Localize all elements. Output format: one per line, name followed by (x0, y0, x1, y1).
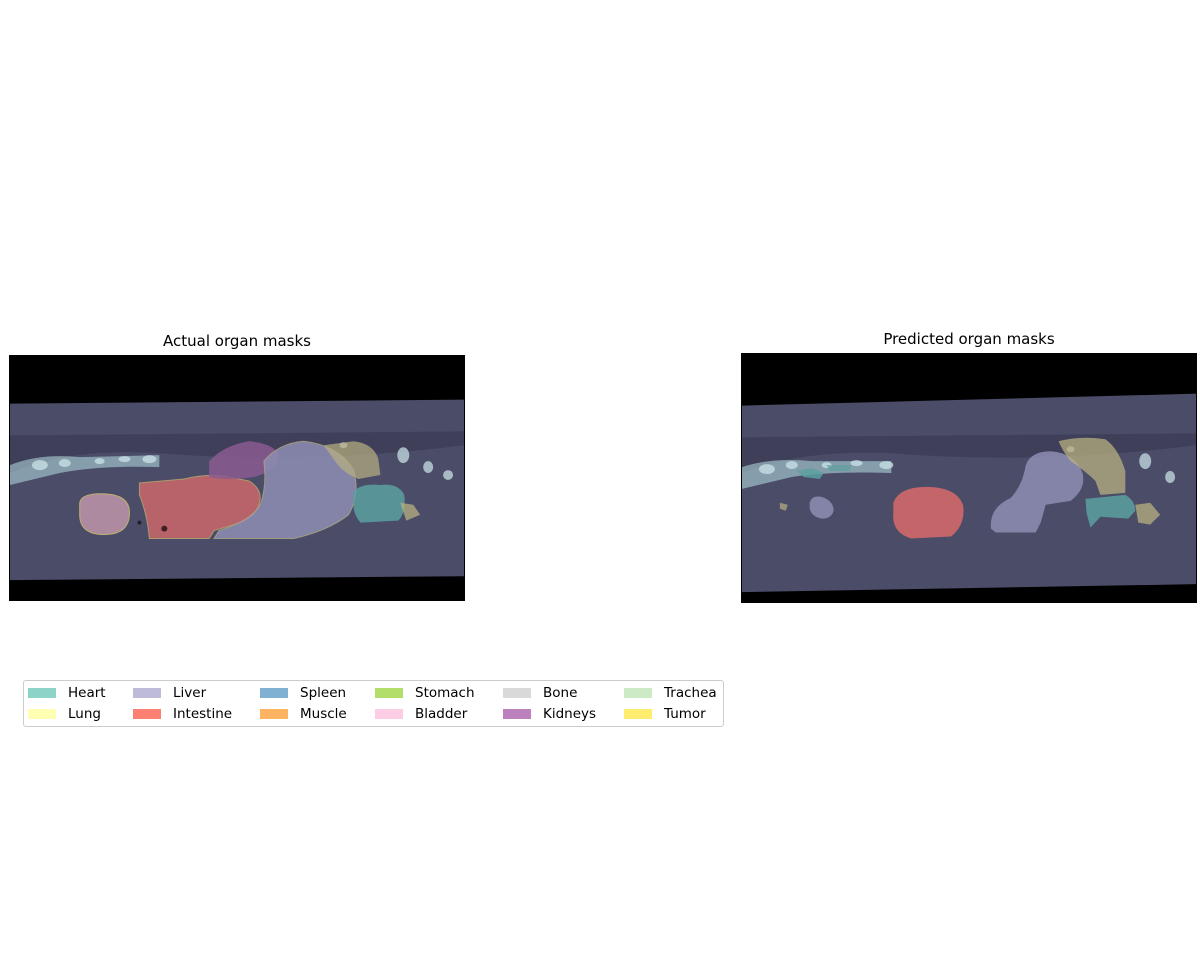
actual-bladder-mask (79, 493, 130, 536)
legend-item-heart: Heart (28, 684, 106, 702)
legend-item-lung: Lung (28, 705, 101, 723)
legend-item-trachea: Trachea (624, 684, 717, 702)
actual-lung-mask (323, 441, 381, 479)
spleen-swatch (260, 688, 288, 698)
legend-item-muscle: Muscle (260, 705, 347, 723)
legend-label: Bone (543, 685, 578, 701)
legend-label: Bladder (415, 706, 468, 722)
liver-swatch (133, 688, 161, 698)
legend-label: Heart (68, 685, 106, 701)
legend-item-intestine: Intestine (133, 705, 232, 723)
predicted-scan-svg (742, 354, 1196, 602)
lung-swatch (28, 709, 56, 719)
legend-label: Lung (68, 706, 101, 722)
actual-kidneys-mask (209, 441, 279, 479)
legend-item-spleen: Spleen (260, 684, 346, 702)
actual-heart-mask (353, 484, 405, 523)
legend-label: Trachea (664, 685, 717, 701)
legend-item-bone: Bone (503, 684, 577, 702)
legend-label: Muscle (300, 706, 347, 722)
legend-label: Spleen (300, 685, 347, 701)
bone-swatch (503, 688, 531, 698)
legend-item-kidneys: Kidneys (503, 705, 596, 723)
tumor-swatch (624, 709, 652, 719)
legend-item-stomach: Stomach (375, 684, 475, 702)
legend-label: Tumor (664, 706, 706, 722)
legend-label: Stomach (415, 685, 475, 701)
predicted-lung-mask (1058, 437, 1126, 495)
predicted-panel-title: Predicted organ masks (883, 330, 1055, 348)
stomach-swatch (375, 688, 403, 698)
heart-swatch (28, 688, 56, 698)
muscle-swatch (260, 709, 288, 719)
actual-scan-svg (10, 356, 464, 600)
legend-item-tumor: Tumor (624, 705, 706, 723)
actual-liver-mask (213, 440, 357, 539)
legend-label: Liver (173, 685, 207, 701)
kidneys-swatch (503, 709, 531, 719)
organ-legend: Heart Lung Liver Intestine Spleen Muscle… (23, 680, 724, 727)
bladder-swatch (375, 709, 403, 719)
trachea-swatch (624, 688, 652, 698)
body-cross-section (742, 393, 1196, 593)
legend-label: Intestine (173, 706, 233, 722)
actual-panel-title: Actual organ masks (163, 332, 311, 350)
legend-item-bladder: Bladder (375, 705, 467, 723)
legend-label: Kidneys (543, 706, 597, 722)
actual-mask-image (9, 355, 465, 601)
predicted-mask-image (741, 353, 1197, 603)
legend-item-liver: Liver (133, 684, 206, 702)
predicted-liver-mask (990, 451, 1084, 533)
intestine-swatch (133, 709, 161, 719)
predicted-liver-small-mask (809, 496, 834, 519)
predicted-intestine-mask (893, 486, 964, 539)
